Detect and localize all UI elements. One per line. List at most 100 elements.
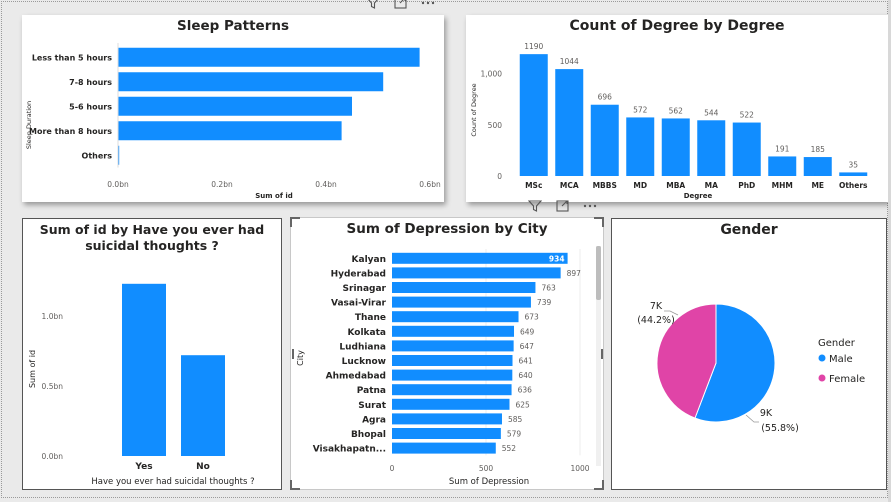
tick-label: 0.4bn — [315, 180, 337, 189]
category-label: 7-8 hours — [69, 78, 112, 87]
bar — [392, 428, 501, 439]
tick-label: 500 — [479, 464, 494, 473]
data-label: 897 — [567, 269, 582, 278]
page-scroll-edge — [888, 0, 891, 502]
suicidal-chart: 0.0bn 0.5bn 1.0bn Yes No Have you ever had su… — [28, 283, 255, 487]
scrollbar-thumb[interactable] — [596, 246, 601, 300]
data-label: 625 — [516, 400, 531, 409]
leader-line — [664, 310, 679, 316]
category-label: Thane — [355, 313, 386, 323]
tick-label: 0.6bn — [419, 180, 441, 189]
axis-label: Degree — [684, 192, 713, 200]
degree-chart: 0 500 1,000 1190 MSc 1044 MCA 696 MBBS 572 MD 562 MB… — [470, 42, 868, 200]
degree-visual[interactable]: Count of Degree by Degree 0 500 1,000 1190 M… — [466, 15, 888, 202]
scrollbar[interactable] — [596, 246, 601, 466]
category-label: Patna — [357, 386, 386, 396]
bar — [732, 122, 761, 176]
data-label: 647 — [520, 342, 535, 351]
category-label: MSc — [525, 181, 542, 190]
bar — [392, 282, 536, 293]
chart-title: Gender — [720, 222, 778, 238]
bar — [626, 117, 655, 176]
data-label: 641 — [519, 357, 534, 366]
bar — [392, 325, 515, 337]
data-label: 640 — [518, 371, 533, 380]
leader-line — [745, 414, 759, 423]
axis-label: Sum of id — [255, 192, 292, 200]
category-label: Agra — [362, 415, 386, 425]
data-label: 579 — [507, 430, 522, 439]
data-label: 9K — [760, 408, 773, 419]
bar — [392, 252, 568, 264]
category-label: Ahmedabad — [326, 372, 386, 382]
category-label: MA — [705, 181, 718, 190]
data-label: 696 — [598, 93, 613, 102]
filter-icon[interactable] — [366, 0, 380, 12]
bar — [392, 267, 561, 279]
category-label: MHM — [772, 181, 793, 190]
category-label: MD — [633, 181, 647, 190]
axis-label: Count of Degree — [470, 83, 478, 136]
bar — [519, 54, 548, 177]
pie-slice — [694, 303, 776, 423]
focus-mode-icon[interactable] — [394, 0, 407, 12]
depression-visual[interactable]: Sum of Depression by City Kalyan 934 Hyder… — [290, 217, 604, 490]
more-options-icon[interactable] — [583, 200, 597, 215]
axis-label: Sum of id — [28, 350, 37, 388]
tick-label: 0.0bn — [42, 452, 64, 461]
category-label: Srinagar — [343, 284, 387, 294]
category-label: Hyderabad — [331, 269, 386, 279]
data-label: 552 — [502, 444, 517, 453]
legend-title: Gender — [818, 338, 856, 349]
axis-label: City — [296, 350, 305, 366]
data-label: (55.8%) — [761, 423, 799, 434]
bar — [555, 69, 584, 176]
data-label: 522 — [740, 111, 755, 120]
bar — [392, 384, 512, 396]
axis-label: Sum of Depression — [449, 477, 529, 487]
tick-label: 0 — [497, 172, 502, 181]
bar — [590, 104, 619, 176]
data-label: 673 — [525, 313, 540, 322]
legend-marker — [818, 354, 826, 362]
filter-icon[interactable] — [527, 200, 543, 215]
data-label: 649 — [520, 327, 535, 336]
bar — [392, 296, 531, 308]
suicidal-thoughts-visual[interactable]: Sum of id by Have you ever had suicidal … — [22, 218, 282, 490]
category-label: Less than 5 hours — [32, 53, 112, 62]
data-label: 739 — [537, 298, 552, 307]
data-label: 562 — [669, 106, 684, 115]
chart-title: Sleep Patterns — [176, 18, 290, 34]
focus-mode-icon[interactable] — [556, 200, 569, 215]
more-options-icon[interactable] — [421, 0, 435, 12]
data-label: (44.2%) — [637, 315, 675, 326]
category-label: No — [196, 462, 210, 472]
tick-label: 0.0bn — [107, 180, 129, 189]
sleep-patterns-visual[interactable]: Sleep Patterns Less than 5 hours 7-8 hour… — [22, 15, 444, 202]
category-label: Bhopal — [351, 430, 386, 440]
category-label: Others — [839, 181, 868, 190]
category-label: Lucknow — [342, 357, 386, 367]
category-label: Surat — [358, 401, 386, 411]
gender-visual[interactable]: Gender 7K (44.2%) 9K (55.8%) Gender Male Femal… — [611, 218, 887, 490]
category-label: Visakhapatn... — [313, 445, 386, 455]
bar — [118, 47, 420, 67]
depression-chart: Kalyan 934 Hyderabad 897 Srinagar 763 Vasai-Vi… — [296, 249, 590, 487]
category-label: PhD — [738, 181, 755, 190]
tick-label: 0 — [390, 464, 395, 473]
tick-label: 1.0bn — [42, 312, 64, 321]
axis-label: Sleep Duration — [25, 101, 33, 149]
tick-label: 1000 — [570, 464, 589, 473]
bar — [392, 311, 519, 323]
bar — [697, 120, 726, 176]
data-label: 1190 — [524, 42, 543, 51]
chart-title: Count of Degree by Degree — [569, 18, 785, 34]
data-label: 585 — [508, 415, 523, 424]
axis-label: Have you ever had suicidal thoughts ? — [91, 477, 254, 487]
data-label: 1044 — [560, 57, 579, 66]
sleep-chart: Less than 5 hours 7-8 hours 5-6 hours More … — [25, 43, 441, 200]
bar — [392, 355, 513, 366]
category-label: MBBS — [593, 181, 617, 190]
category-label: 5-6 hours — [69, 102, 112, 111]
